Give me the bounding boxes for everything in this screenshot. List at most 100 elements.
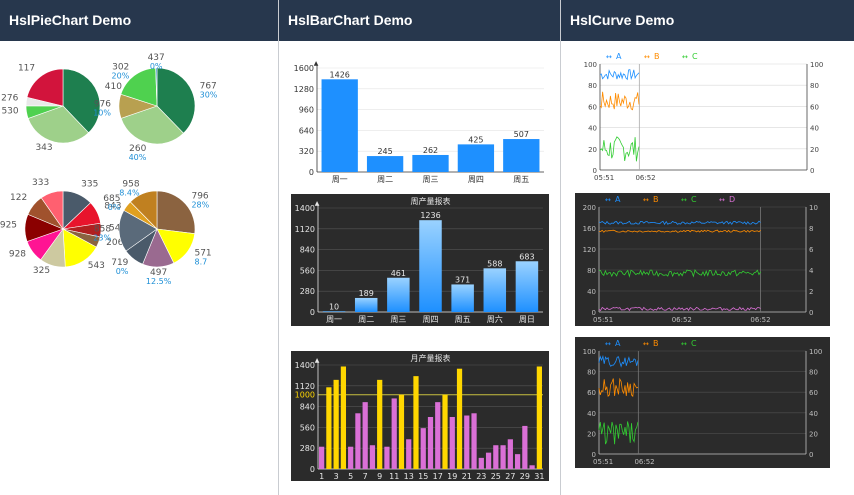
curve2-left-tick-5: 40 xyxy=(587,288,596,296)
pie-3-label-1: 335 xyxy=(81,180,98,190)
bar3-bar-3 xyxy=(333,379,339,469)
bar2-bar-1 xyxy=(322,311,346,312)
pie-1-label-3: 530 xyxy=(1,107,18,117)
pie-2-label-3: 976 xyxy=(94,99,111,109)
curve1-left-tick-5: 20 xyxy=(588,146,597,154)
bar2-value-label-6: 588 xyxy=(487,259,502,268)
bar-chart-3: 月产量报表 1400 1120 1000 840 560 280 0 ▲ 1 3 5 7 9 11 13 15 1… xyxy=(291,351,549,486)
bar1-xtick-2: 周二 xyxy=(377,175,393,184)
curve2-right-tick-6: 0 xyxy=(809,309,813,317)
bar1-value-label-2: 245 xyxy=(377,147,392,156)
bar2-ytick-4: 560 xyxy=(300,266,315,275)
pie-4-pct-7: 8.4% xyxy=(119,188,140,197)
bar3-bar-31 xyxy=(536,366,542,469)
curve-panel: HslCurve Demo ↔ A ↔ B ↔ C 100 100 80 80 60 60 40 40 20… xyxy=(561,0,854,495)
bar3-bar-18 xyxy=(442,394,448,469)
curve3-series-B xyxy=(598,377,639,398)
curve3-legend-marker-2: ↔ xyxy=(643,340,649,348)
curve3-right-tick-1: 100 xyxy=(809,348,822,356)
curve1-right-tick-4: 40 xyxy=(810,125,819,133)
curve1-series-B xyxy=(599,91,640,111)
curve3-legend-marker-1: ↔ xyxy=(605,340,611,348)
bar2-ytick-3: 840 xyxy=(300,246,315,255)
curve1-right-tick-3: 60 xyxy=(810,103,819,111)
bar3-bar-2 xyxy=(326,387,332,469)
curve-chart-1: ↔ A ↔ B ↔ C 100 100 80 80 60 60 40 40 20 20 0 0 05:51 06:52 xyxy=(576,50,831,189)
bar3-bar-22 xyxy=(471,413,477,469)
curve1-left-tick-4: 40 xyxy=(588,125,597,133)
bar1-bar-3 xyxy=(412,154,449,172)
curve3-right-tick-2: 80 xyxy=(809,369,818,377)
curve2-left-tick-6: 0 xyxy=(592,309,596,317)
bar3-xtick-5: 9 xyxy=(377,472,382,481)
bar2-title: 周产量报表 xyxy=(411,196,451,206)
pie-2-slice-4 xyxy=(120,67,158,107)
pie-3-label-5: 543 xyxy=(88,261,105,271)
curve3-right-tick-4: 40 xyxy=(809,410,818,418)
bar3-xtick-3: 5 xyxy=(348,472,353,481)
pie-1-slice-5 xyxy=(26,68,64,107)
pie-4-slice-7 xyxy=(129,190,158,230)
pie-3-label-4: 206 xyxy=(106,238,123,248)
bar3-bar-7 xyxy=(362,402,368,469)
curve3-legend-3: C xyxy=(691,339,697,348)
curve2-right-tick-3: 6 xyxy=(809,246,814,254)
pie-panel: HslPieChart Demo 410 343 530 276 117 767 30% 26… xyxy=(0,0,278,495)
bar1-ytick-3: 960 xyxy=(299,106,314,115)
curve1-series-A xyxy=(599,69,640,81)
curve1-legend-2: B xyxy=(654,52,660,61)
bar3-bar-19 xyxy=(449,417,455,469)
bar3-xtick-1: 1 xyxy=(319,472,324,481)
bar3-bar-24 xyxy=(485,452,492,469)
bar-chart-1-svg[interactable]: 1600 1280 960 640 320 0 ▲ 1426 245 262 425 507 周一 周二 周… xyxy=(290,58,548,186)
pie-1-slice-1 xyxy=(62,68,101,134)
curve2-legend-marker-1: ↔ xyxy=(605,196,611,204)
curve2-legend-marker-3: ↔ xyxy=(681,196,687,204)
pie-4-slice-1 xyxy=(156,190,196,235)
pie-4-pct-4: 0% xyxy=(116,267,129,276)
pie-3-label-6: 325 xyxy=(33,266,50,276)
curve1-legend-3: C xyxy=(692,52,698,61)
curve3-background xyxy=(575,337,830,468)
bar3-bar-25 xyxy=(493,445,499,469)
curve2-right-tick-2: 8 xyxy=(809,225,813,233)
bar3-bar-28 xyxy=(514,454,521,469)
bar1-value-label-1: 1426 xyxy=(330,70,350,79)
bar3-xtick-16: 31 xyxy=(534,472,544,481)
bar2-ytick-6: 0 xyxy=(310,308,315,317)
bar1-bar-1 xyxy=(321,79,358,172)
bar2-bar-7 xyxy=(515,261,539,312)
curve2-xtick-3: 06:52 xyxy=(750,316,770,324)
curve3-xtick-2: 06:52 xyxy=(634,458,654,466)
curve3-legend-1: A xyxy=(615,339,621,348)
curve3-right-tick-3: 60 xyxy=(809,389,818,397)
bar1-ytick-1: 1600 xyxy=(294,64,314,73)
bar1-ytick-4: 640 xyxy=(299,126,314,135)
bar3-xtick-4: 7 xyxy=(363,472,368,481)
pie-3-label-10: 333 xyxy=(32,178,49,188)
bar2-value-label-7: 683 xyxy=(519,252,534,261)
bar2-yaxis-arrow: ▲ xyxy=(315,200,320,207)
bar-chart-2: 周产量报表 1400 1120 840 560 280 0 ▲ 10 189 461 1236 371 5… xyxy=(291,194,549,331)
bar-chart-2-svg[interactable]: 周产量报表 1400 1120 840 560 280 0 ▲ 10 189 461 1236 371 5… xyxy=(291,194,549,326)
pie-4-label-6: 685 xyxy=(103,194,120,204)
bar3-bar-8 xyxy=(369,445,376,469)
bar2-xtick-3: 周三 xyxy=(390,315,406,324)
curve2-right-tick-5: 2 xyxy=(809,288,813,296)
bar3-xtick-2: 3 xyxy=(334,472,339,481)
curve2-legend-marker-4: ↔ xyxy=(719,196,725,204)
bar3-ytick-7: 0 xyxy=(310,465,315,474)
pie-1-label-4: 276 xyxy=(1,94,18,104)
bar3-bar-6 xyxy=(355,413,361,469)
pie-4-slice-5 xyxy=(118,209,158,252)
curve3-left-tick-4: 40 xyxy=(587,410,596,418)
bar1-bar-2 xyxy=(366,156,404,172)
bar2-xtick-1: 周一 xyxy=(326,315,342,324)
pie-2-pct-5: 0% xyxy=(150,62,163,71)
pie-3-label-3: 543 xyxy=(109,223,126,233)
